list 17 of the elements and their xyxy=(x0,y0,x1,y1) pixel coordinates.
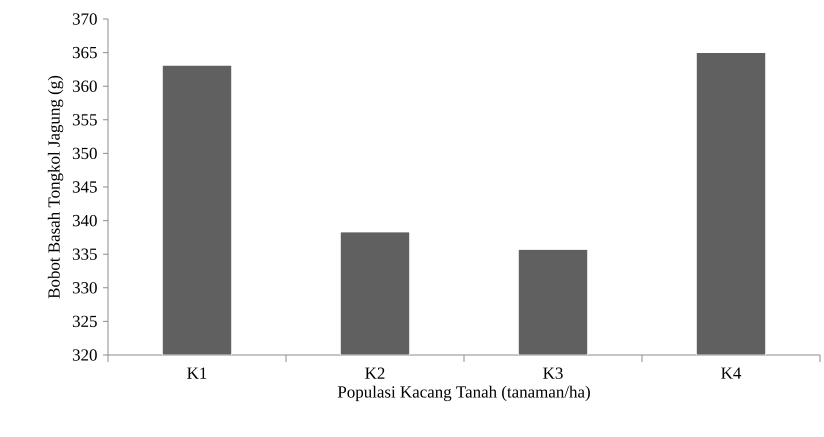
y-tick-label: 360 xyxy=(72,80,97,92)
y-tick-label: 345 xyxy=(72,181,97,193)
y-axis-title: Bobot Basah Tongkol Jagung (g) xyxy=(48,76,64,298)
y-tick-label: 350 xyxy=(72,148,97,160)
x-tick-label: K4 xyxy=(721,368,742,379)
y-tick-label: 320 xyxy=(72,349,97,361)
y-tick-label: 330 xyxy=(72,282,97,294)
y-tick-label: 340 xyxy=(72,214,97,226)
y-tick-label: 370 xyxy=(72,13,97,25)
x-tick-label: K1 xyxy=(187,368,206,379)
x-tick-label: K2 xyxy=(365,368,384,379)
y-tick-label: 335 xyxy=(72,248,97,260)
y-tick-label: 365 xyxy=(72,46,97,58)
y-tick-label: 325 xyxy=(72,316,97,328)
y-tick-label: 355 xyxy=(72,114,97,126)
x-tick-label: K3 xyxy=(543,368,563,379)
x-axis-title: Populasi Kacang Tanah (tanaman/ha) xyxy=(338,386,590,402)
